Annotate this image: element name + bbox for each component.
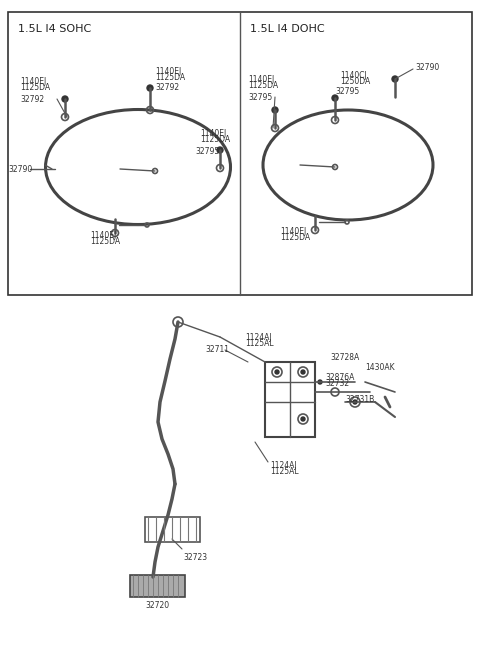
Text: 1125DA: 1125DA [20,83,50,93]
Text: 32795: 32795 [195,147,219,156]
Text: 32792: 32792 [20,95,44,104]
Text: 1140EJ: 1140EJ [90,231,116,240]
Text: 1140CJ: 1140CJ [340,70,367,79]
Text: 32732: 32732 [325,378,349,388]
Text: 1125DA: 1125DA [90,237,120,246]
Text: 1140EJ: 1140EJ [155,68,181,76]
Text: 32728A: 32728A [330,353,359,361]
Circle shape [301,417,305,421]
Text: 32790: 32790 [8,164,32,173]
Text: 32795: 32795 [335,87,359,97]
Text: 1430AK: 1430AK [365,363,395,371]
Text: 1124AJ: 1124AJ [270,461,297,470]
Circle shape [332,95,338,101]
Circle shape [217,147,223,153]
Text: 32790: 32790 [415,62,439,72]
Text: 1125DA: 1125DA [248,81,278,91]
Text: 1.5L I4 SOHC: 1.5L I4 SOHC [18,24,91,34]
Text: 1140EJ: 1140EJ [20,78,46,87]
Text: 1140EJ: 1140EJ [248,76,274,85]
Bar [145,517,200,542]
Text: 32795: 32795 [248,93,272,101]
Circle shape [62,96,68,102]
Bar [8,12,472,295]
Bar [130,575,185,597]
Text: 32792: 32792 [155,83,179,91]
Text: 32711: 32711 [205,344,229,353]
Circle shape [275,370,279,374]
Text: 32720: 32720 [145,600,169,610]
Text: 32876A: 32876A [325,373,354,382]
Text: 1125DA: 1125DA [280,233,310,242]
Text: 32723: 32723 [183,553,207,562]
Text: 1124AJ: 1124AJ [245,332,272,342]
Text: 1140EJ: 1140EJ [200,129,226,139]
Circle shape [353,400,357,404]
Circle shape [147,85,153,91]
Text: 1250DA: 1250DA [340,76,370,85]
Text: 1125DA: 1125DA [155,74,185,83]
Bar [265,362,315,437]
Text: 1.5L I4 DOHC: 1.5L I4 DOHC [250,24,324,34]
Text: 32731B: 32731B [345,394,374,403]
Circle shape [392,76,398,82]
Circle shape [301,370,305,374]
Text: 1125DA: 1125DA [200,135,230,145]
Circle shape [272,107,278,113]
Text: 1125AL: 1125AL [245,338,274,348]
Text: 1125AL: 1125AL [270,466,299,476]
Text: 1140EJ: 1140EJ [280,227,306,237]
Circle shape [318,380,322,384]
